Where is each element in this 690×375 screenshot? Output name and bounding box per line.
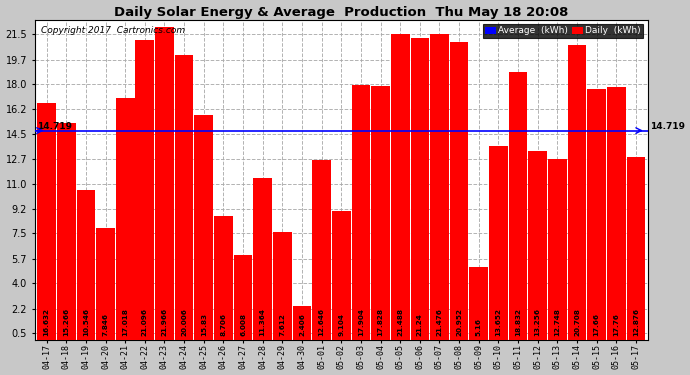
Text: 21.966: 21.966 (161, 308, 168, 336)
Text: 9.104: 9.104 (338, 313, 344, 336)
Text: 21.24: 21.24 (417, 313, 423, 336)
Text: 17.828: 17.828 (377, 308, 384, 336)
Bar (175, 55, 193, 340)
Text: 12.876: 12.876 (633, 308, 639, 336)
Bar (293, 306, 311, 340)
Bar (253, 178, 272, 340)
Bar (96, 228, 115, 340)
Bar (214, 216, 233, 340)
Text: Copyright 2017  Cartronics.com: Copyright 2017 Cartronics.com (41, 26, 185, 35)
Text: 17.66: 17.66 (593, 313, 600, 336)
Legend: Average  (kWh), Daily  (kWh): Average (kWh), Daily (kWh) (482, 24, 643, 38)
Text: 2.406: 2.406 (299, 313, 305, 336)
Text: 21.488: 21.488 (397, 308, 403, 336)
Text: 21.476: 21.476 (437, 308, 442, 336)
Text: 6.008: 6.008 (240, 313, 246, 336)
Text: 8.706: 8.706 (220, 313, 226, 336)
Bar (234, 255, 253, 340)
Bar (469, 267, 488, 340)
Bar (568, 45, 586, 340)
Text: 7.846: 7.846 (103, 313, 108, 336)
Text: 17.904: 17.904 (358, 308, 364, 336)
Bar (411, 38, 429, 340)
Bar (135, 40, 154, 340)
Text: 15.83: 15.83 (201, 313, 207, 336)
Title: Daily Solar Energy & Average  Production  Thu May 18 20:08: Daily Solar Energy & Average Production … (114, 6, 569, 18)
Bar (548, 159, 566, 340)
Bar (313, 160, 331, 340)
Bar (430, 34, 448, 340)
Bar (332, 211, 351, 340)
Bar (509, 72, 527, 340)
Text: 12.646: 12.646 (319, 308, 324, 336)
Text: 21.096: 21.096 (142, 308, 148, 336)
Text: 12.748: 12.748 (554, 308, 560, 336)
Bar (450, 42, 469, 340)
Bar (116, 98, 135, 340)
Bar (391, 34, 410, 340)
Bar (627, 157, 645, 340)
Bar (155, 27, 174, 340)
Text: 17.76: 17.76 (613, 313, 620, 336)
Bar (352, 85, 371, 340)
Bar (77, 190, 95, 340)
Text: 14.719: 14.719 (650, 122, 684, 130)
Text: 16.632: 16.632 (43, 308, 50, 336)
Text: 7.612: 7.612 (279, 313, 286, 336)
Text: 11.364: 11.364 (259, 308, 266, 336)
Bar (371, 86, 390, 340)
Text: 17.018: 17.018 (122, 308, 128, 336)
Text: 5.16: 5.16 (476, 318, 482, 336)
Bar (273, 232, 292, 340)
Text: 13.256: 13.256 (535, 308, 541, 336)
Text: 14.719: 14.719 (37, 122, 72, 130)
Text: 20.708: 20.708 (574, 308, 580, 336)
Bar (489, 146, 508, 340)
Text: 20.952: 20.952 (456, 308, 462, 336)
Text: 15.266: 15.266 (63, 308, 69, 336)
Bar (195, 115, 213, 340)
Bar (57, 123, 76, 340)
Bar (587, 88, 606, 340)
Text: 18.832: 18.832 (515, 308, 521, 336)
Bar (607, 87, 626, 340)
Text: 20.006: 20.006 (181, 308, 187, 336)
Text: 10.546: 10.546 (83, 308, 89, 336)
Bar (37, 104, 56, 340)
Bar (529, 152, 547, 340)
Text: 13.652: 13.652 (495, 308, 502, 336)
